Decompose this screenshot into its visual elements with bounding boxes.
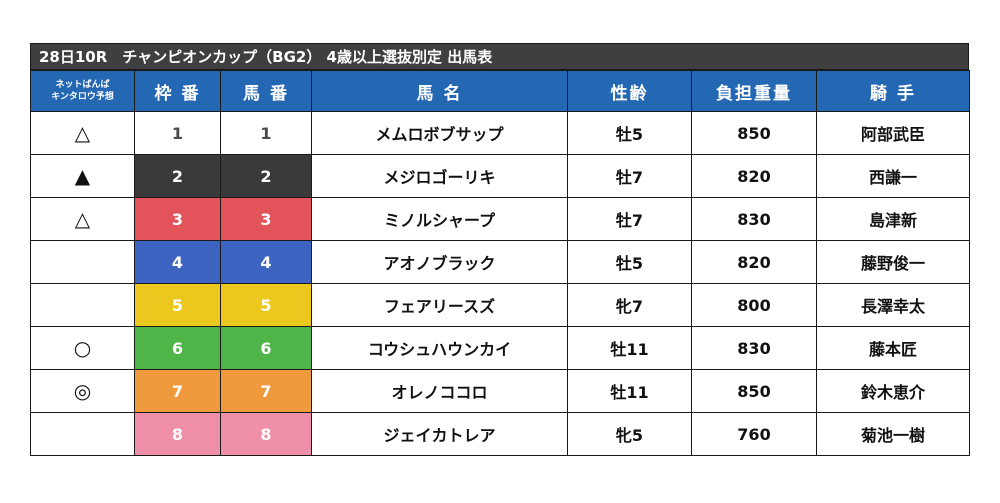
table-row: △ 1 1 メムロボブサップ 牡5 850 阿部武臣 (30, 111, 970, 155)
sex-age: 牡11 (567, 326, 692, 370)
jockey-name: 島津新 (816, 197, 970, 241)
horse-name: ミノルシャープ (311, 197, 568, 241)
jockey-name: 西謙一 (816, 154, 970, 198)
carried-weight: 760 (691, 412, 817, 456)
horse-number: 6 (220, 326, 312, 370)
sex-age: 牡5 (567, 240, 692, 284)
horse-number: 8 (220, 412, 312, 456)
horse-number: 5 (220, 283, 312, 327)
waku-header: 枠 番 (134, 70, 221, 112)
jockey-name: 藤本匠 (816, 326, 970, 370)
sex-age: 牡11 (567, 369, 692, 413)
prediction-mark (30, 240, 135, 284)
jockey-name: 長澤幸太 (816, 283, 970, 327)
race-card: 28日10R チャンピオンカップ（BG2） 4歳以上選抜別定 出馬表 ネットばん… (30, 43, 970, 456)
prediction-header-line1: ネットばんば (55, 80, 110, 90)
jockey-name: 鈴木恵介 (816, 369, 970, 413)
sex-age-header: 性齢 (567, 70, 692, 112)
prediction-mark: ○ (30, 326, 135, 370)
horse-name: フェアリースズ (311, 283, 568, 327)
race-title: 28日10R チャンピオンカップ（BG2） 4歳以上選抜別定 出馬表 (30, 43, 969, 70)
table-row: ○ 6 6 コウシュハウンカイ 牡11 830 藤本匠 (30, 326, 970, 370)
waku-number: 3 (134, 197, 221, 241)
carried-weight: 800 (691, 283, 817, 327)
horse-name: コウシュハウンカイ (311, 326, 568, 370)
jockey-name: 藤野俊一 (816, 240, 970, 284)
table-row: 4 4 アオノブラック 牡5 820 藤野俊一 (30, 240, 970, 284)
horse-number: 2 (220, 154, 312, 198)
horse-name-header: 馬 名 (311, 70, 568, 112)
prediction-mark: ▲ (30, 154, 135, 198)
horse-name: オレノココロ (311, 369, 568, 413)
table-row: ◎ 7 7 オレノココロ 牡11 850 鈴木恵介 (30, 369, 970, 413)
waku-number: 2 (134, 154, 221, 198)
waku-number: 7 (134, 369, 221, 413)
horse-number: 7 (220, 369, 312, 413)
carried-weight: 820 (691, 154, 817, 198)
sex-age: 牝5 (567, 412, 692, 456)
sex-age: 牝7 (567, 283, 692, 327)
prediction-mark (30, 283, 135, 327)
carried-weight: 850 (691, 369, 817, 413)
carried-weight: 850 (691, 111, 817, 155)
waku-number: 5 (134, 283, 221, 327)
waku-number: 8 (134, 412, 221, 456)
horse-name: ジェイカトレア (311, 412, 568, 456)
horse-name: メムロボブサップ (311, 111, 568, 155)
sex-age: 牡7 (567, 154, 692, 198)
header-row: ネットばんば キンタロウ予想 枠 番 馬 番 馬 名 性齢 負担重量 騎 手 (30, 70, 970, 112)
carried-weight: 820 (691, 240, 817, 284)
horse-number: 4 (220, 240, 312, 284)
waku-number: 6 (134, 326, 221, 370)
prediction-mark: △ (30, 111, 135, 155)
sex-age: 牡5 (567, 111, 692, 155)
entry-table: ネットばんば キンタロウ予想 枠 番 馬 番 馬 名 性齢 負担重量 騎 手 △… (30, 70, 970, 456)
prediction-mark (30, 412, 135, 456)
table-row: △ 3 3 ミノルシャープ 牡7 830 島津新 (30, 197, 970, 241)
jockey-name: 阿部武臣 (816, 111, 970, 155)
prediction-header: ネットばんば キンタロウ予想 (30, 70, 135, 112)
horse-number: 1 (220, 111, 312, 155)
jockey-header: 騎 手 (816, 70, 970, 112)
sex-age: 牡7 (567, 197, 692, 241)
prediction-mark: △ (30, 197, 135, 241)
prediction-mark: ◎ (30, 369, 135, 413)
horse-name: アオノブラック (311, 240, 568, 284)
horse-name: メジロゴーリキ (311, 154, 568, 198)
carried-weight: 830 (691, 197, 817, 241)
jockey-name: 菊池一樹 (816, 412, 970, 456)
prediction-header-line2: キンタロウ予想 (51, 92, 114, 102)
table-row: ▲ 2 2 メジロゴーリキ 牡7 820 西謙一 (30, 154, 970, 198)
horse-number: 3 (220, 197, 312, 241)
weight-header: 負担重量 (691, 70, 817, 112)
table-row: 5 5 フェアリースズ 牝7 800 長澤幸太 (30, 283, 970, 327)
waku-number: 1 (134, 111, 221, 155)
umaban-header: 馬 番 (220, 70, 312, 112)
waku-number: 4 (134, 240, 221, 284)
carried-weight: 830 (691, 326, 817, 370)
table-row: 8 8 ジェイカトレア 牝5 760 菊池一樹 (30, 412, 970, 456)
